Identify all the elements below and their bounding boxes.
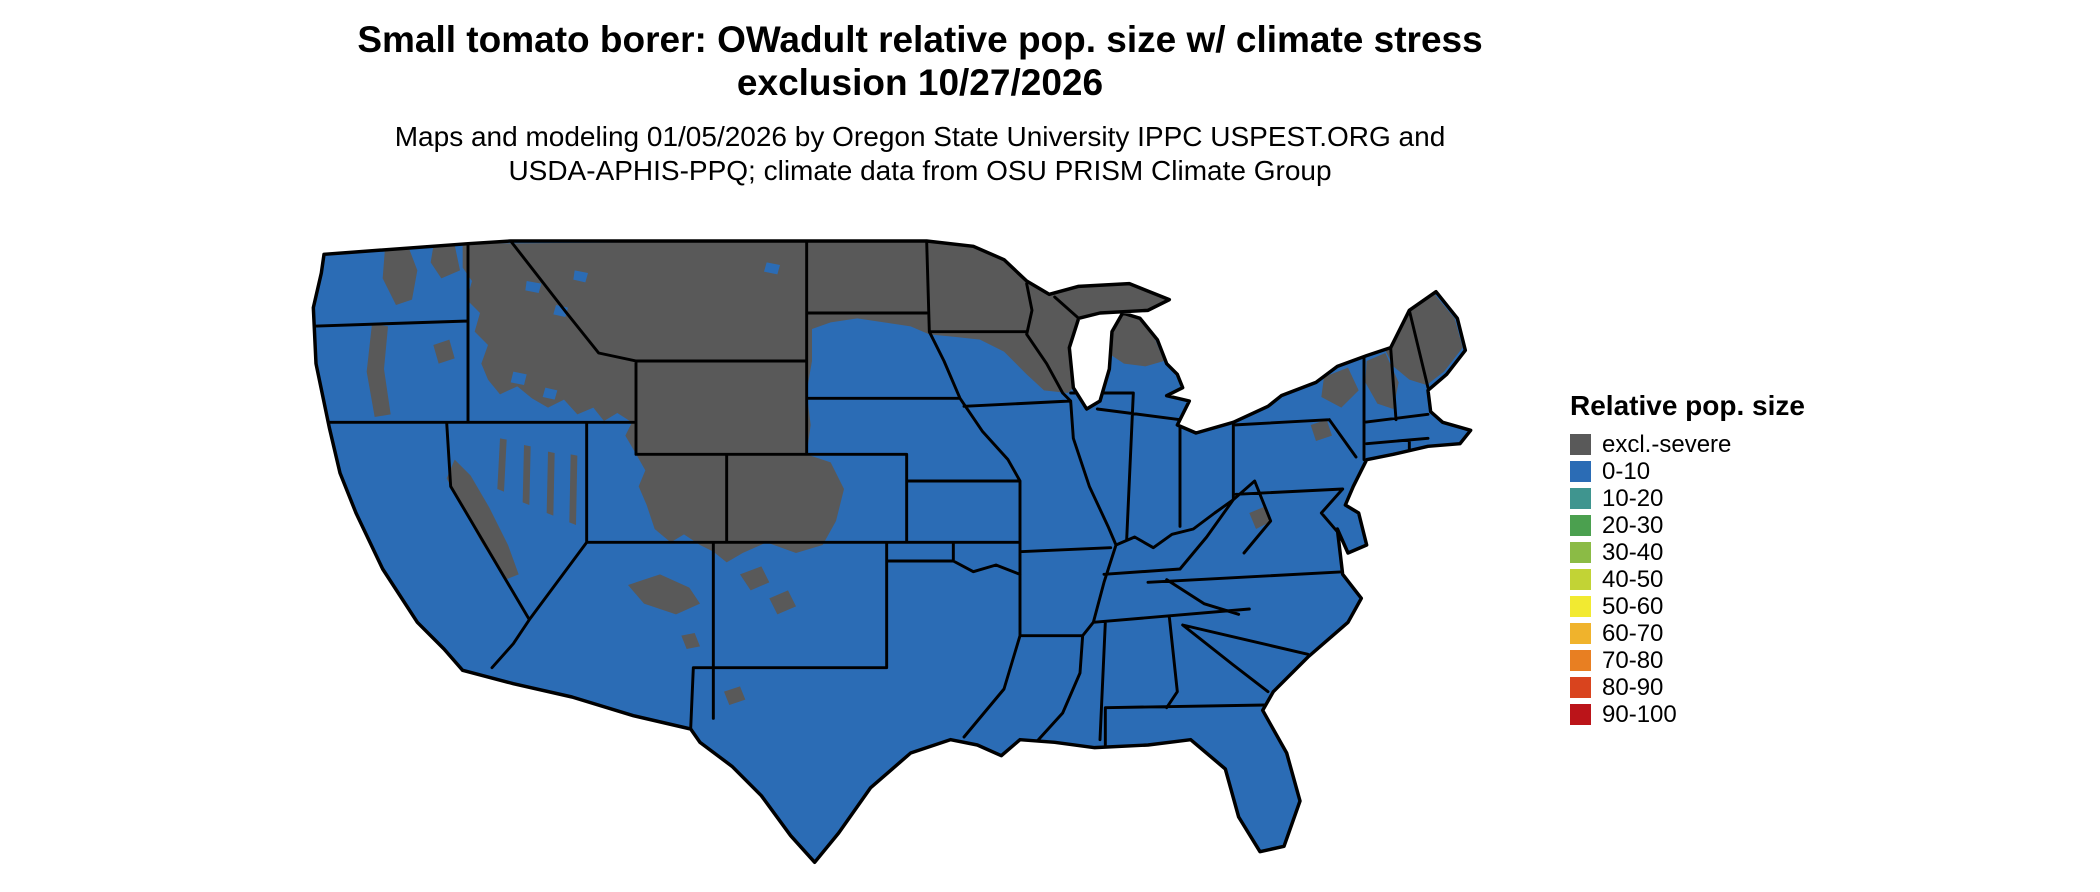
excluded-severe-regions [366, 241, 1463, 705]
legend-swatch-20-30 [1570, 515, 1591, 536]
legend-label: 50-60 [1602, 592, 1664, 620]
legend-item: 30-40 [1570, 539, 1805, 566]
legend-item: 20-30 [1570, 512, 1805, 539]
legend-items: excl.-severe 0-10 10-20 20-30 30-40 40-50 50-6… [1570, 431, 1805, 728]
legend-label: 0-10 [1602, 457, 1651, 485]
header: Small tomato borer: OWadult relative pop… [0, 18, 1840, 188]
legend-item: excl.-severe [1570, 431, 1805, 458]
legend-label: 30-40 [1602, 538, 1664, 566]
legend-swatch-60-70 [1570, 623, 1591, 644]
credit-line2: USDA-APHIS-PPQ; climate data from OSU PR… [508, 155, 1332, 186]
legend-swatch-80-90 [1570, 677, 1591, 698]
legend-item: 0-10 [1570, 458, 1805, 485]
legend-label: 80-90 [1602, 673, 1664, 701]
legend-title: Relative pop. size [1570, 390, 1805, 421]
legend: Relative pop. size excl.-severe 0-10 10-20… [1570, 390, 1805, 731]
legend-swatch-0-10 [1570, 461, 1591, 482]
map-title-line1: Small tomato borer: OWadult relative pop… [357, 19, 1483, 60]
legend-item: 40-50 [1570, 566, 1805, 593]
us-map [300, 225, 1520, 881]
legend-label: 90-100 [1602, 700, 1677, 728]
legend-swatch-90-100 [1570, 704, 1591, 725]
legend-item: 10-20 [1570, 485, 1805, 512]
legend-swatch-30-40 [1570, 542, 1591, 563]
legend-label: 20-30 [1602, 511, 1664, 539]
legend-label: 70-80 [1602, 646, 1664, 674]
map-title-line2: exclusion 10/27/2026 [736, 62, 1104, 103]
legend-item: 90-100 [1570, 701, 1805, 728]
legend-label: 10-20 [1602, 484, 1664, 512]
credits: Maps and modeling 01/05/2026 by Oregon S… [0, 120, 1840, 188]
us-map-svg [311, 239, 1473, 865]
legend-label: excl.-severe [1602, 430, 1732, 458]
legend-item: 80-90 [1570, 674, 1805, 701]
credit-line1: Maps and modeling 01/05/2026 by Oregon S… [394, 121, 1446, 152]
legend-label: 40-50 [1602, 565, 1664, 593]
legend-swatch-excl.-severe [1570, 434, 1591, 455]
legend-item: 50-60 [1570, 593, 1805, 620]
legend-label: 60-70 [1602, 619, 1664, 647]
legend-item: 60-70 [1570, 620, 1805, 647]
legend-swatch-40-50 [1570, 569, 1591, 590]
legend-swatch-50-60 [1570, 596, 1591, 617]
legend-item: 70-80 [1570, 647, 1805, 674]
legend-swatch-70-80 [1570, 650, 1591, 671]
legend-swatch-10-20 [1570, 488, 1591, 509]
